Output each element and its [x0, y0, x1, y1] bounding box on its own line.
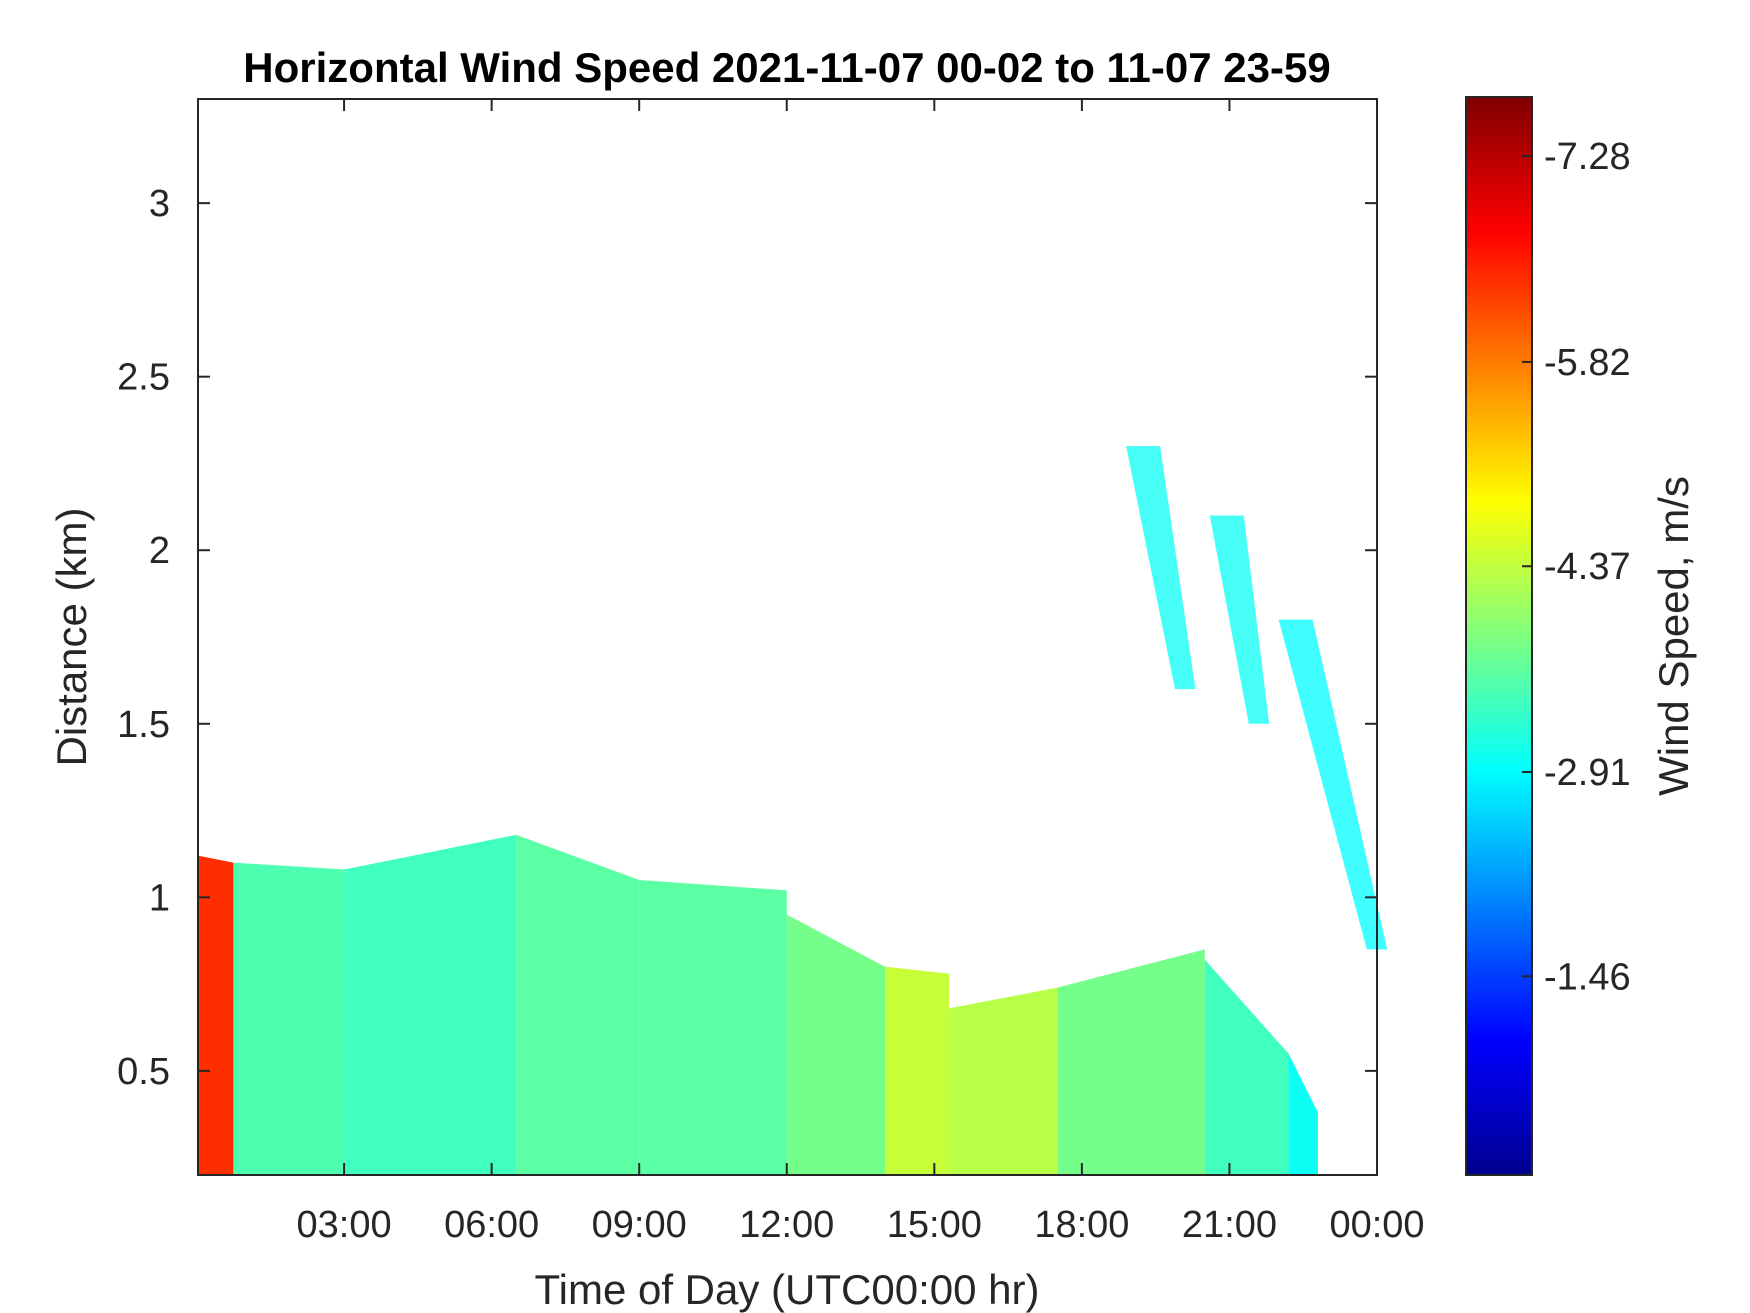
y-tick-label: 2	[149, 530, 170, 572]
heatmap-region	[1126, 446, 1196, 690]
x-tick-label: 06:00	[444, 1204, 539, 1246]
heatmap-region	[786, 914, 886, 1175]
x-tick-label: 09:00	[592, 1204, 687, 1246]
x-axis-ticks: 03:00 06:00 09:00 12:00 15:00 18:00 21:00 00:00	[297, 99, 1425, 1246]
heatmap-region	[198, 855, 234, 1175]
x-tick-label: 00:00	[1329, 1204, 1424, 1246]
heatmap-region	[1209, 515, 1270, 724]
y-tick-label: 2.5	[117, 357, 170, 399]
x-tick-label: 18:00	[1034, 1204, 1129, 1246]
x-tick-label: 03:00	[297, 1204, 392, 1246]
x-axis-label: Time of Day (UTC00:00 hr)	[535, 1266, 1040, 1313]
y-axis-label: Distance (km)	[48, 507, 95, 766]
heatmap-region	[885, 966, 950, 1175]
x-tick-label: 15:00	[887, 1204, 982, 1246]
colorbar-gradient	[1465, 96, 1533, 1176]
y-tick-label: 0.5	[117, 1051, 170, 1093]
colorbar-tick-label: -7.28	[1544, 136, 1631, 178]
y-tick-label: 1.5	[117, 704, 170, 746]
y-tick-label: 1	[149, 877, 170, 919]
heatmap-region	[1288, 1053, 1318, 1175]
colorbar-tick-label: -2.91	[1544, 752, 1631, 794]
x-tick-label: 12:00	[739, 1204, 834, 1246]
colorbar-tick-label: -4.37	[1544, 546, 1631, 588]
colorbar: -7.28 -5.82 -4.37 -2.91 -1.46	[1465, 96, 1631, 1176]
plot-area	[197, 98, 1388, 1176]
y-tick-label: 3	[149, 183, 170, 225]
heatmap-region	[1204, 959, 1289, 1175]
colorbar-tick-label: -1.46	[1544, 956, 1631, 998]
heatmap-region	[233, 862, 345, 1175]
chart-title: Horizontal Wind Speed 2021-11-07 00-02 t…	[243, 44, 1330, 91]
heatmap-region	[344, 834, 517, 1175]
y-axis-ticks: 0.5 1 1.5 2 2.5 3	[117, 183, 1377, 1093]
colorbar-label: Wind Speed, m/s	[1650, 476, 1697, 796]
x-tick-label: 21:00	[1182, 1204, 1277, 1246]
colorbar-tick-label: -5.82	[1544, 342, 1631, 384]
heatmap-region	[1057, 949, 1205, 1175]
heatmap-region	[1278, 619, 1388, 950]
heatmap-region	[949, 987, 1058, 1175]
heatmap-layer	[198, 446, 1388, 1175]
heatmap-region	[639, 879, 787, 1175]
heatmap-region	[516, 834, 640, 1175]
colorbar-ticks: -7.28 -5.82 -4.37 -2.91 -1.46	[1522, 136, 1631, 998]
